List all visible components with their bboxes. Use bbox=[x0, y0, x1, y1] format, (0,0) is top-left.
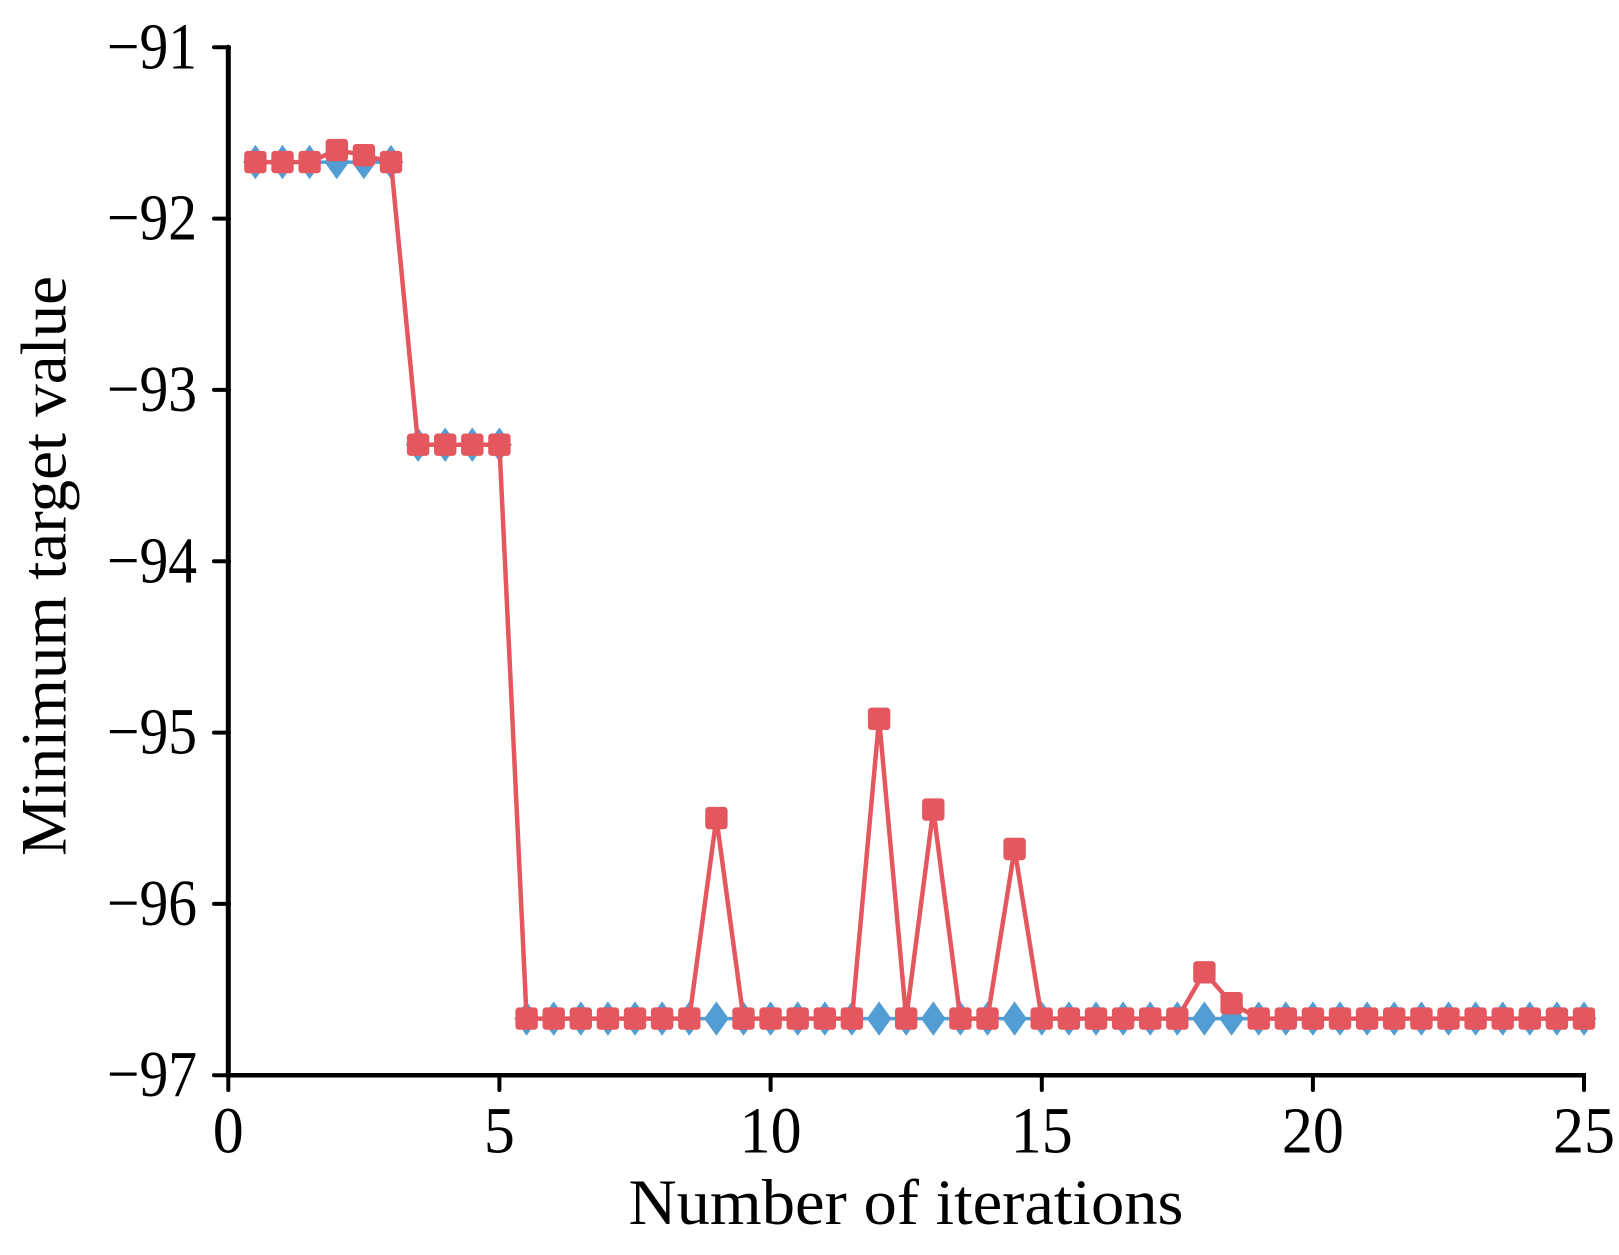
svg-text:10: 10 bbox=[740, 1095, 802, 1168]
svg-text:−93: −93 bbox=[107, 353, 197, 426]
svg-text:Number of iterations: Number of iterations bbox=[629, 1167, 1184, 1239]
svg-text:−96: −96 bbox=[107, 867, 197, 940]
svg-text:−92: −92 bbox=[107, 182, 197, 255]
svg-text:0: 0 bbox=[213, 1095, 244, 1168]
svg-text:5: 5 bbox=[484, 1095, 515, 1168]
svg-text:−97: −97 bbox=[107, 1038, 197, 1111]
svg-text:15: 15 bbox=[1011, 1095, 1073, 1168]
svg-text:Minimum target value: Minimum target value bbox=[9, 276, 81, 856]
svg-text:−94: −94 bbox=[107, 524, 197, 597]
svg-text:−91: −91 bbox=[107, 10, 197, 83]
svg-text:−95: −95 bbox=[107, 696, 197, 769]
svg-text:25: 25 bbox=[1553, 1095, 1615, 1168]
svg-text:20: 20 bbox=[1282, 1095, 1344, 1168]
